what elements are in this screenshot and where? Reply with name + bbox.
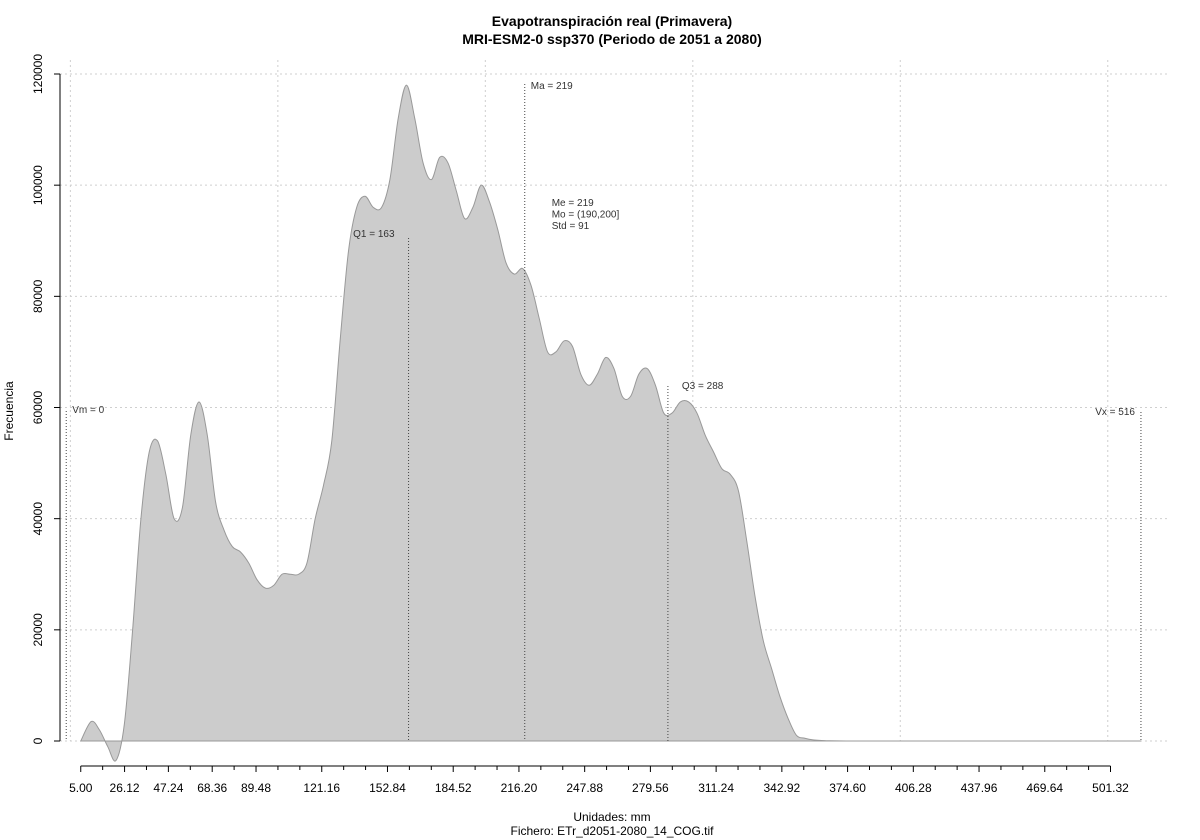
x-tick-label: 26.12 — [110, 781, 140, 795]
y-axis-label: Frecuencia — [2, 381, 16, 441]
x-axis-file-label: Fichero: ETr_d2051-2080_14_COG.tif — [511, 824, 715, 838]
x-tick-label: 121.16 — [303, 781, 340, 795]
stat-label: Me = 219 — [552, 198, 594, 209]
x-tick-label: 406.28 — [895, 781, 932, 795]
marker-label: Vx = 516 — [1095, 407, 1135, 418]
marker-label: Vm = 0 — [72, 405, 104, 416]
x-tick-label: 216.20 — [501, 781, 538, 795]
x-tick-label: 89.48 — [241, 781, 271, 795]
x-axis-label: Unidades: mm — [573, 810, 650, 824]
marker-label: Ma = 219 — [531, 81, 573, 92]
y-tick-label: 100000 — [31, 165, 45, 205]
x-tick-label: 342.92 — [764, 781, 801, 795]
x-tick-label: 374.60 — [829, 781, 866, 795]
x-tick-label: 469.64 — [1026, 781, 1063, 795]
x-tick-label: 311.24 — [698, 781, 734, 795]
y-tick-label: 20000 — [31, 613, 45, 647]
y-tick-label: 80000 — [31, 279, 45, 313]
marker-label: Q1 = 163 — [353, 229, 395, 240]
y-tick-label: 60000 — [31, 390, 45, 424]
x-tick-label: 501.32 — [1092, 781, 1129, 795]
stat-label: Mo = (190,200] — [552, 210, 620, 221]
x-tick-label: 184.52 — [435, 781, 472, 795]
density-area — [79, 84, 1141, 762]
y-tick-label: 40000 — [31, 502, 45, 536]
density-polygon — [79, 84, 1141, 762]
y-tick-label: 120000 — [31, 54, 45, 94]
chart-title: Evapotranspiración real (Primavera) — [492, 13, 732, 29]
x-tick-label: 5.00 — [69, 781, 93, 795]
x-tick-label: 247.88 — [566, 781, 603, 795]
axes: 0 20000 40000 60000 80000 100000 120000 5.00 26.… — [31, 54, 1129, 795]
x-tick-label: 437.96 — [961, 781, 998, 795]
x-tick-label: 279.56 — [632, 781, 669, 795]
y-tick-label: 0 — [31, 737, 45, 744]
x-tick-label: 47.24 — [153, 781, 183, 795]
marker-lines — [65, 84, 1142, 741]
x-tick-label: 68.36 — [197, 781, 227, 795]
chart-subtitle: MRI-ESM2-0 ssp370 (Periodo de 2051 a 208… — [462, 31, 762, 47]
marker-label: Q3 = 288 — [682, 381, 724, 392]
x-tick-label: 152.84 — [369, 781, 406, 795]
annotations: Vm = 0 Q1 = 163 Ma = 219 Q3 = 288 Vx = 516 Me… — [72, 81, 1135, 418]
stat-label: Std = 91 — [552, 221, 590, 232]
